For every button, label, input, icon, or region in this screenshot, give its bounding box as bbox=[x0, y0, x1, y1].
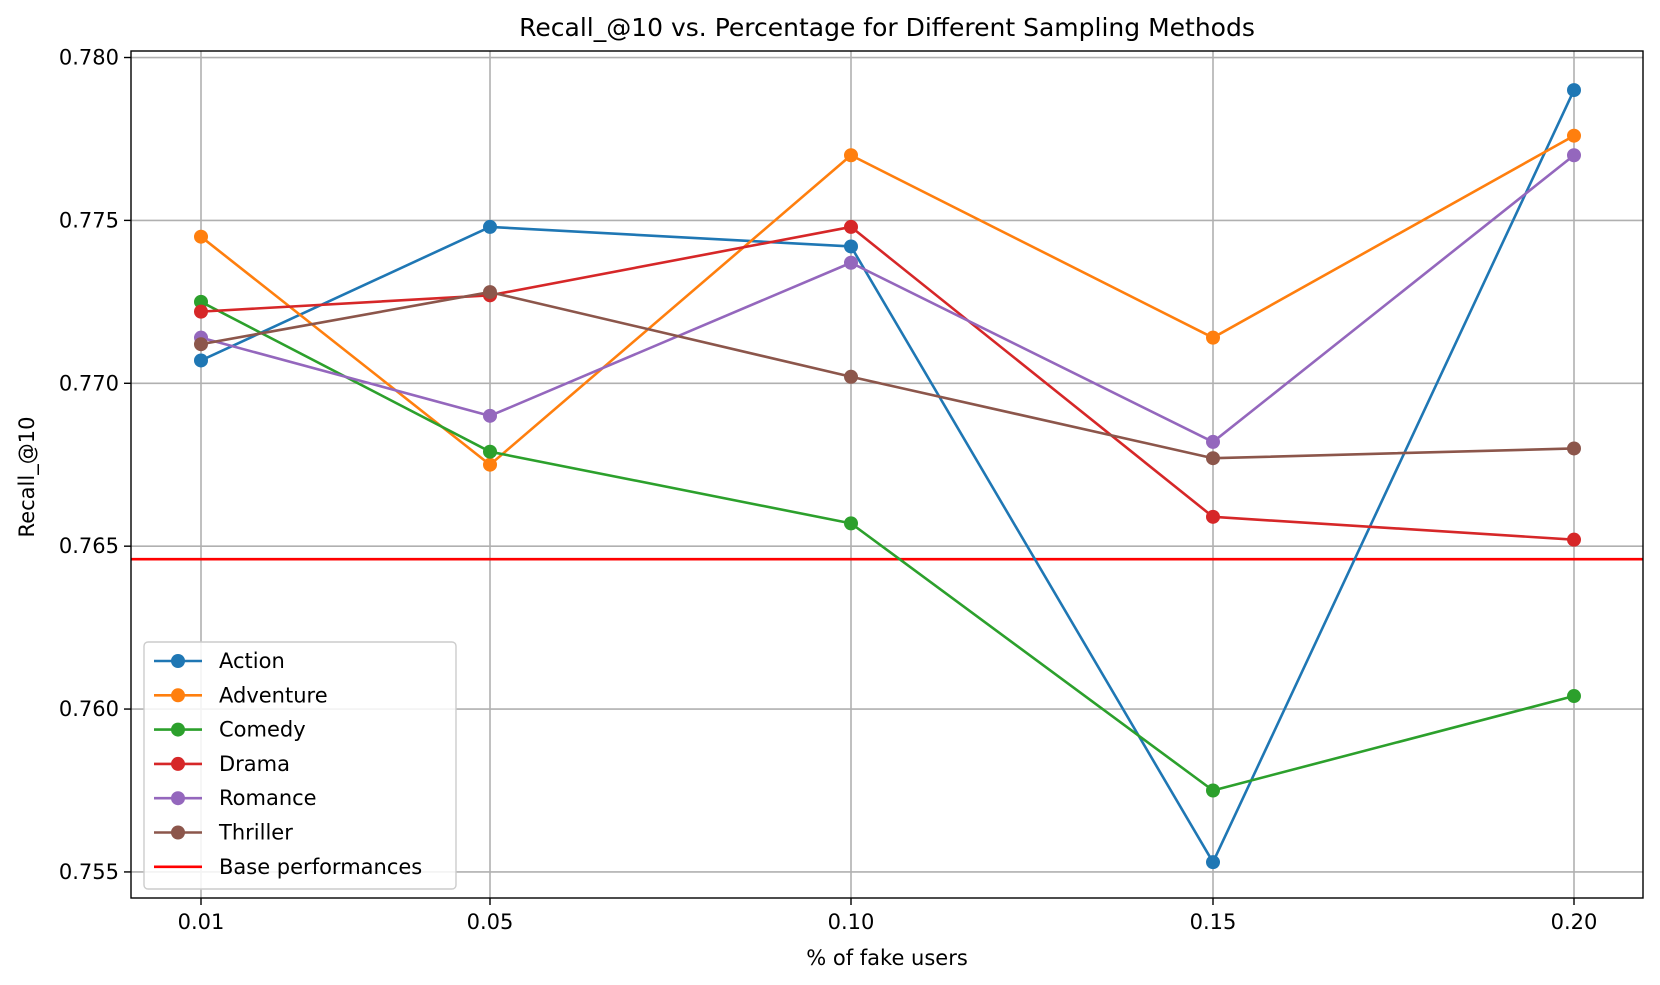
data-point-adventure bbox=[483, 457, 497, 472]
plot-area-frame bbox=[130, 50, 1644, 899]
x-tick-label: 0.05 bbox=[467, 910, 514, 934]
y-tick-label: 0.770 bbox=[59, 371, 119, 395]
x-tick-label: 0.20 bbox=[1551, 910, 1598, 934]
legend: Action Adventure Comedy Drama Romance Thrille… bbox=[143, 641, 457, 890]
legend-item-drama: Drama bbox=[154, 752, 290, 776]
chart-title: Recall_@10 vs. Percentage for Different … bbox=[519, 13, 1255, 42]
legend-marker bbox=[171, 722, 185, 737]
data-point-comedy bbox=[483, 444, 497, 459]
legend-item-adventure: Adventure bbox=[154, 683, 328, 707]
data-point-thriller bbox=[194, 337, 208, 352]
data-point-romance bbox=[1567, 148, 1581, 163]
data-point-adventure bbox=[1206, 330, 1220, 345]
data-point-action bbox=[1206, 855, 1220, 870]
legend-box bbox=[143, 641, 457, 890]
series-line-thriller bbox=[200, 290, 1575, 460]
data-point-romance bbox=[1206, 434, 1220, 449]
data-point-comedy bbox=[194, 294, 208, 309]
legend-marker bbox=[171, 688, 185, 703]
data-point-thriller bbox=[483, 285, 497, 300]
legend-marker bbox=[171, 791, 185, 806]
legend-item-base-performances: Base performances bbox=[154, 855, 422, 879]
y-tick-label: 0.775 bbox=[59, 208, 119, 232]
legend-label: Comedy bbox=[219, 718, 306, 742]
data-point-drama bbox=[1567, 532, 1581, 547]
data-point-adventure bbox=[1567, 128, 1581, 143]
x-axis-title: % of fake users bbox=[806, 946, 968, 970]
data-point-comedy bbox=[1206, 783, 1220, 798]
legend-label: Drama bbox=[219, 752, 290, 776]
data-point-action bbox=[483, 219, 497, 234]
legend-item-thriller: Thriller bbox=[154, 821, 293, 845]
series-romance bbox=[194, 148, 1581, 449]
x-tick-label: 0.01 bbox=[178, 910, 225, 934]
legend-label: Thriller bbox=[218, 821, 293, 845]
legend-label: Adventure bbox=[219, 683, 328, 707]
legend-marker bbox=[171, 825, 185, 840]
data-point-thriller bbox=[844, 369, 858, 384]
series-lines bbox=[194, 83, 1581, 870]
data-point-romance bbox=[844, 255, 858, 270]
y-tick-label: 0.755 bbox=[59, 860, 119, 884]
y-tick-label: 0.780 bbox=[59, 46, 119, 70]
data-point-adventure bbox=[844, 148, 858, 163]
x-tick-label: 0.15 bbox=[1190, 910, 1237, 934]
series-comedy bbox=[194, 294, 1581, 798]
data-point-thriller bbox=[1206, 451, 1220, 466]
y-tick-label: 0.760 bbox=[59, 697, 119, 721]
series-thriller bbox=[194, 285, 1581, 466]
legend-marker bbox=[171, 756, 185, 771]
data-point-action bbox=[844, 239, 858, 254]
data-point-action bbox=[194, 353, 208, 368]
legend-item-romance: Romance bbox=[154, 786, 317, 810]
x-tick-label: 0.10 bbox=[828, 910, 875, 934]
legend-label: Action bbox=[219, 649, 285, 673]
legend-item-action: Action bbox=[154, 649, 285, 673]
data-point-drama bbox=[1206, 509, 1220, 524]
series-action bbox=[194, 83, 1581, 870]
data-point-comedy bbox=[1567, 689, 1581, 704]
data-point-adventure bbox=[194, 229, 208, 244]
legend-marker bbox=[171, 654, 185, 668]
y-axis-title: Recall_@10 bbox=[15, 417, 40, 538]
data-point-drama bbox=[844, 219, 858, 234]
legend-item-comedy: Comedy bbox=[154, 718, 306, 742]
data-point-comedy bbox=[844, 516, 858, 531]
data-point-action bbox=[1567, 83, 1581, 98]
y-tick-label: 0.765 bbox=[59, 534, 119, 558]
legend-label: Romance bbox=[219, 786, 317, 810]
data-point-thriller bbox=[1567, 441, 1581, 456]
data-point-romance bbox=[483, 408, 497, 423]
data-point-drama bbox=[194, 304, 208, 319]
axes: 0.01 0.05 0.10 0.15 0.20 0.755 0.760 0.765 0.770… bbox=[59, 46, 1598, 934]
legend-label: Base performances bbox=[219, 855, 422, 879]
series-drama bbox=[194, 219, 1581, 547]
